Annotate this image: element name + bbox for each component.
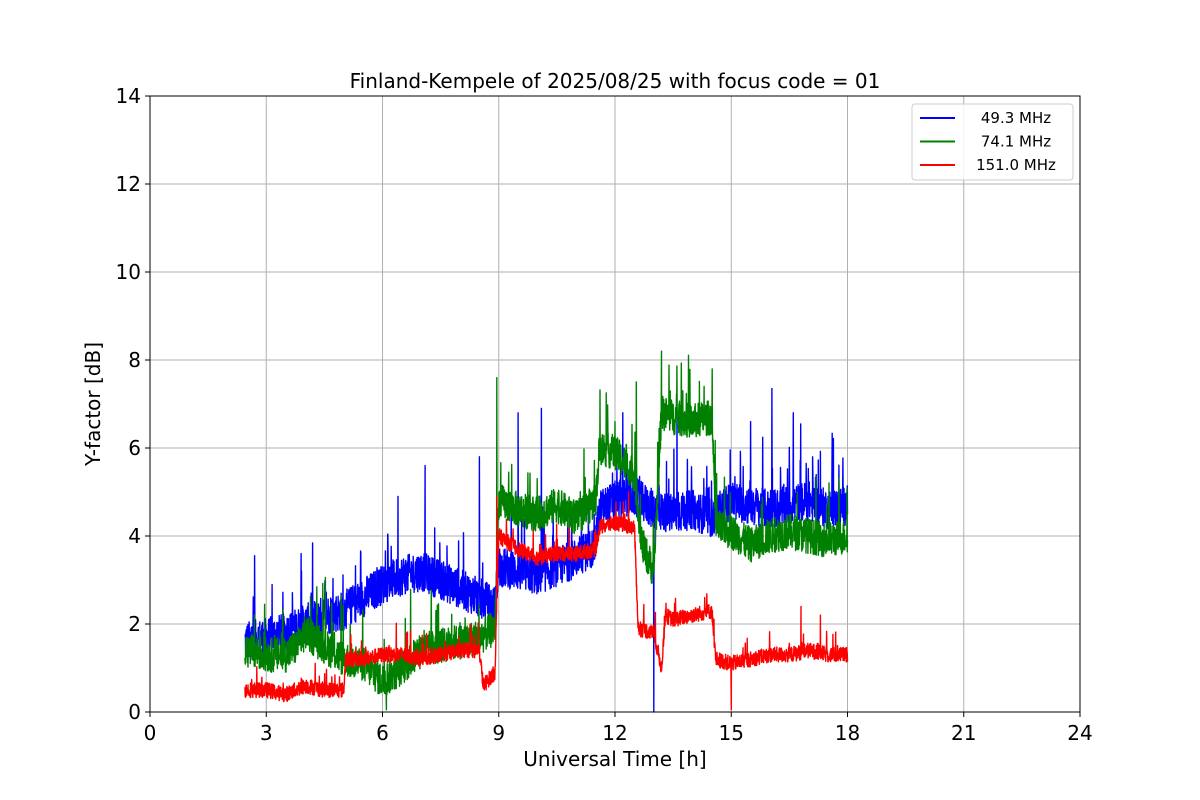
x-tick-label: 24 <box>1067 721 1092 745</box>
y-tick-label: 4 <box>128 524 141 548</box>
y-tick-label: 2 <box>128 612 141 636</box>
x-tick-label: 18 <box>835 721 860 745</box>
legend: 49.3 MHz 74.1 MHz 151.0 MHz <box>911 103 1074 181</box>
series-line-0 <box>244 387 849 713</box>
x-ticks: 0 3 6 9 12 15 18 21 24 <box>144 712 1093 745</box>
x-tick-label: 12 <box>602 721 627 745</box>
x-tick-label: 0 <box>144 721 157 745</box>
y-tick-label: 6 <box>128 436 141 460</box>
y-tick-label: 0 <box>128 700 141 724</box>
x-tick-label: 9 <box>492 721 505 745</box>
series-line-2 <box>244 491 849 711</box>
y-tick-label: 8 <box>128 348 141 372</box>
x-axis-label: Universal Time [h] <box>523 747 706 771</box>
y-axis-label: Y-factor [dB] <box>81 342 105 467</box>
y-tick-label: 12 <box>116 172 141 196</box>
x-tick-label: 3 <box>260 721 273 745</box>
x-tick-label: 6 <box>376 721 389 745</box>
legend-box <box>911 103 1074 181</box>
x-tick-label: 21 <box>951 721 976 745</box>
legend-label-0: 49.3 MHz <box>981 109 1051 127</box>
x-tick-label: 15 <box>719 721 744 745</box>
legend-label-2: 151.0 MHz <box>976 156 1056 174</box>
y-tick-label: 14 <box>116 84 141 108</box>
y-tick-label: 10 <box>116 260 141 284</box>
series-layer <box>244 350 849 713</box>
legend-label-1: 74.1 MHz <box>981 133 1051 151</box>
chart-title: Finland-Kempele of 2025/08/25 with focus… <box>350 69 881 93</box>
y-ticks: 0 2 4 6 8 10 12 14 <box>116 84 150 724</box>
